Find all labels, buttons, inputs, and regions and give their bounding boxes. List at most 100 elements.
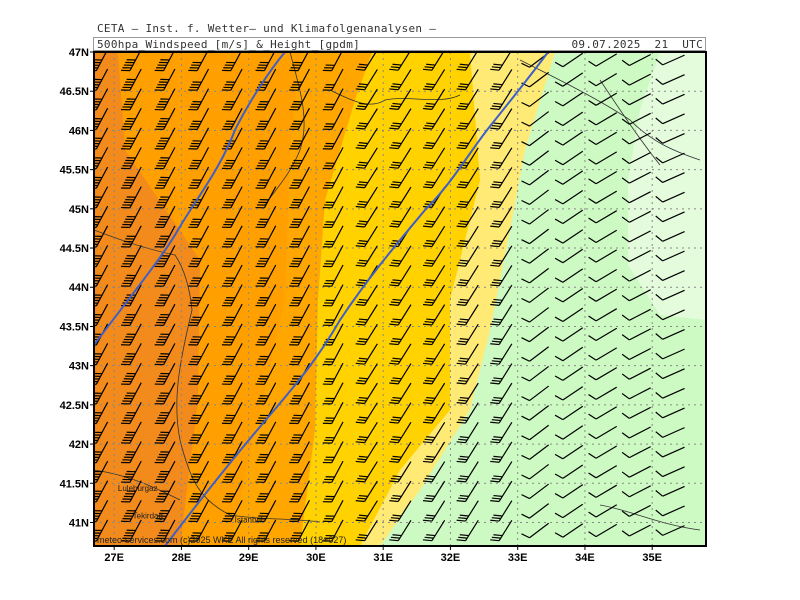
wind-barb bbox=[389, 500, 412, 522]
wind-barb bbox=[588, 151, 618, 165]
wind-barb bbox=[554, 386, 584, 401]
wind-barb bbox=[389, 422, 412, 444]
wind-barb bbox=[490, 500, 513, 522]
wind-barb bbox=[554, 150, 584, 166]
wind-barb bbox=[322, 519, 344, 542]
wind-barb bbox=[490, 167, 513, 189]
lon-tick-label: 31E bbox=[373, 552, 393, 564]
wind-barb bbox=[554, 268, 584, 283]
wind-barb bbox=[355, 363, 378, 385]
wind-barb bbox=[255, 107, 277, 130]
wind-barb bbox=[255, 500, 277, 523]
wind-barb bbox=[621, 112, 651, 125]
wind-barb bbox=[121, 68, 142, 91]
wind-barb bbox=[490, 225, 513, 248]
map-frame bbox=[93, 51, 707, 547]
wind-barb bbox=[389, 363, 412, 385]
wind-barb bbox=[422, 461, 446, 483]
wind-barb bbox=[221, 107, 243, 130]
wind-barb bbox=[322, 68, 344, 91]
height-contours bbox=[94, 52, 549, 546]
wind-barb bbox=[322, 382, 344, 405]
wind-barb bbox=[322, 205, 344, 228]
wind-barb bbox=[422, 500, 446, 522]
place-label: Tekirdag bbox=[133, 512, 163, 521]
wind-barb bbox=[121, 303, 142, 326]
lon-tick-label: 29E bbox=[239, 552, 259, 564]
lat-tick-label: 47N bbox=[69, 47, 89, 59]
coastline-segment bbox=[264, 52, 305, 206]
wind-barb bbox=[188, 362, 210, 385]
wind-barb bbox=[255, 480, 277, 503]
wind-barb bbox=[154, 264, 176, 287]
wind-barb bbox=[289, 284, 310, 307]
wind-barb bbox=[289, 519, 310, 542]
wind-barb bbox=[621, 367, 651, 380]
wind-barb bbox=[554, 366, 584, 381]
wind-barb bbox=[554, 484, 584, 499]
wind-barb bbox=[221, 402, 243, 425]
wind-barb bbox=[289, 500, 310, 523]
wind-barb bbox=[188, 186, 210, 209]
wind-barb bbox=[322, 303, 344, 326]
wind-barb bbox=[490, 265, 513, 287]
wind-barb bbox=[422, 88, 446, 110]
wind-barb bbox=[322, 245, 344, 268]
wind-barb bbox=[422, 520, 446, 542]
wind-barb bbox=[490, 52, 513, 71]
coastline-segment bbox=[329, 89, 461, 105]
lon-tick-label: 27E bbox=[104, 552, 124, 564]
wind-barb bbox=[588, 425, 618, 440]
wind-barb bbox=[655, 505, 685, 517]
wind-barb bbox=[188, 88, 210, 111]
wind-barb bbox=[521, 463, 550, 480]
wind-barb bbox=[154, 166, 176, 189]
wind-barb bbox=[188, 343, 210, 366]
wind-barb bbox=[188, 264, 210, 287]
wind-barb bbox=[355, 500, 378, 522]
wind-barb bbox=[490, 284, 513, 306]
wind-barb bbox=[588, 249, 618, 263]
wind-barb bbox=[322, 460, 344, 483]
wind-barb bbox=[389, 245, 412, 267]
wind-barb bbox=[154, 519, 176, 542]
wind-barb bbox=[322, 500, 344, 523]
wind-barb bbox=[121, 264, 142, 287]
wind-barb bbox=[655, 328, 685, 340]
wind-barb bbox=[621, 426, 651, 439]
windspeed-band-light-green bbox=[380, 52, 706, 546]
wind-barb bbox=[188, 460, 210, 483]
wind-barb bbox=[322, 166, 344, 189]
map-title: 500hpa_Windspeed_[m/s]_&_Height_[gpdm] bbox=[97, 38, 361, 51]
wind-barb bbox=[621, 524, 651, 537]
wind-barb bbox=[221, 343, 243, 366]
wind-barb bbox=[588, 190, 618, 204]
wind-barb bbox=[422, 69, 446, 91]
wind-barb bbox=[422, 108, 446, 130]
map-plot-area bbox=[94, 52, 706, 546]
wind-barb bbox=[422, 343, 446, 365]
wind-barb bbox=[621, 328, 651, 341]
lat-tick-label: 43.5N bbox=[60, 321, 89, 333]
wind-barb bbox=[121, 362, 142, 385]
wind-barb bbox=[355, 461, 378, 483]
wind-barb bbox=[422, 127, 446, 150]
wind-barb bbox=[389, 402, 412, 424]
wind-barb bbox=[621, 269, 651, 282]
wind-barb bbox=[456, 88, 479, 110]
wind-barb bbox=[121, 205, 142, 228]
wind-barb bbox=[289, 245, 310, 268]
wind-barb bbox=[188, 402, 210, 425]
wind-barb bbox=[255, 303, 277, 326]
wind-barb bbox=[188, 421, 210, 444]
wind-barb bbox=[422, 265, 446, 287]
wind-barb bbox=[588, 386, 618, 400]
wind-barb bbox=[554, 288, 584, 303]
wind-barb bbox=[389, 382, 412, 405]
wind-barb bbox=[588, 523, 618, 538]
wind-barb bbox=[621, 347, 651, 361]
wind-barb bbox=[621, 191, 651, 204]
wind-barb bbox=[355, 343, 378, 365]
wind-barb bbox=[456, 480, 479, 503]
